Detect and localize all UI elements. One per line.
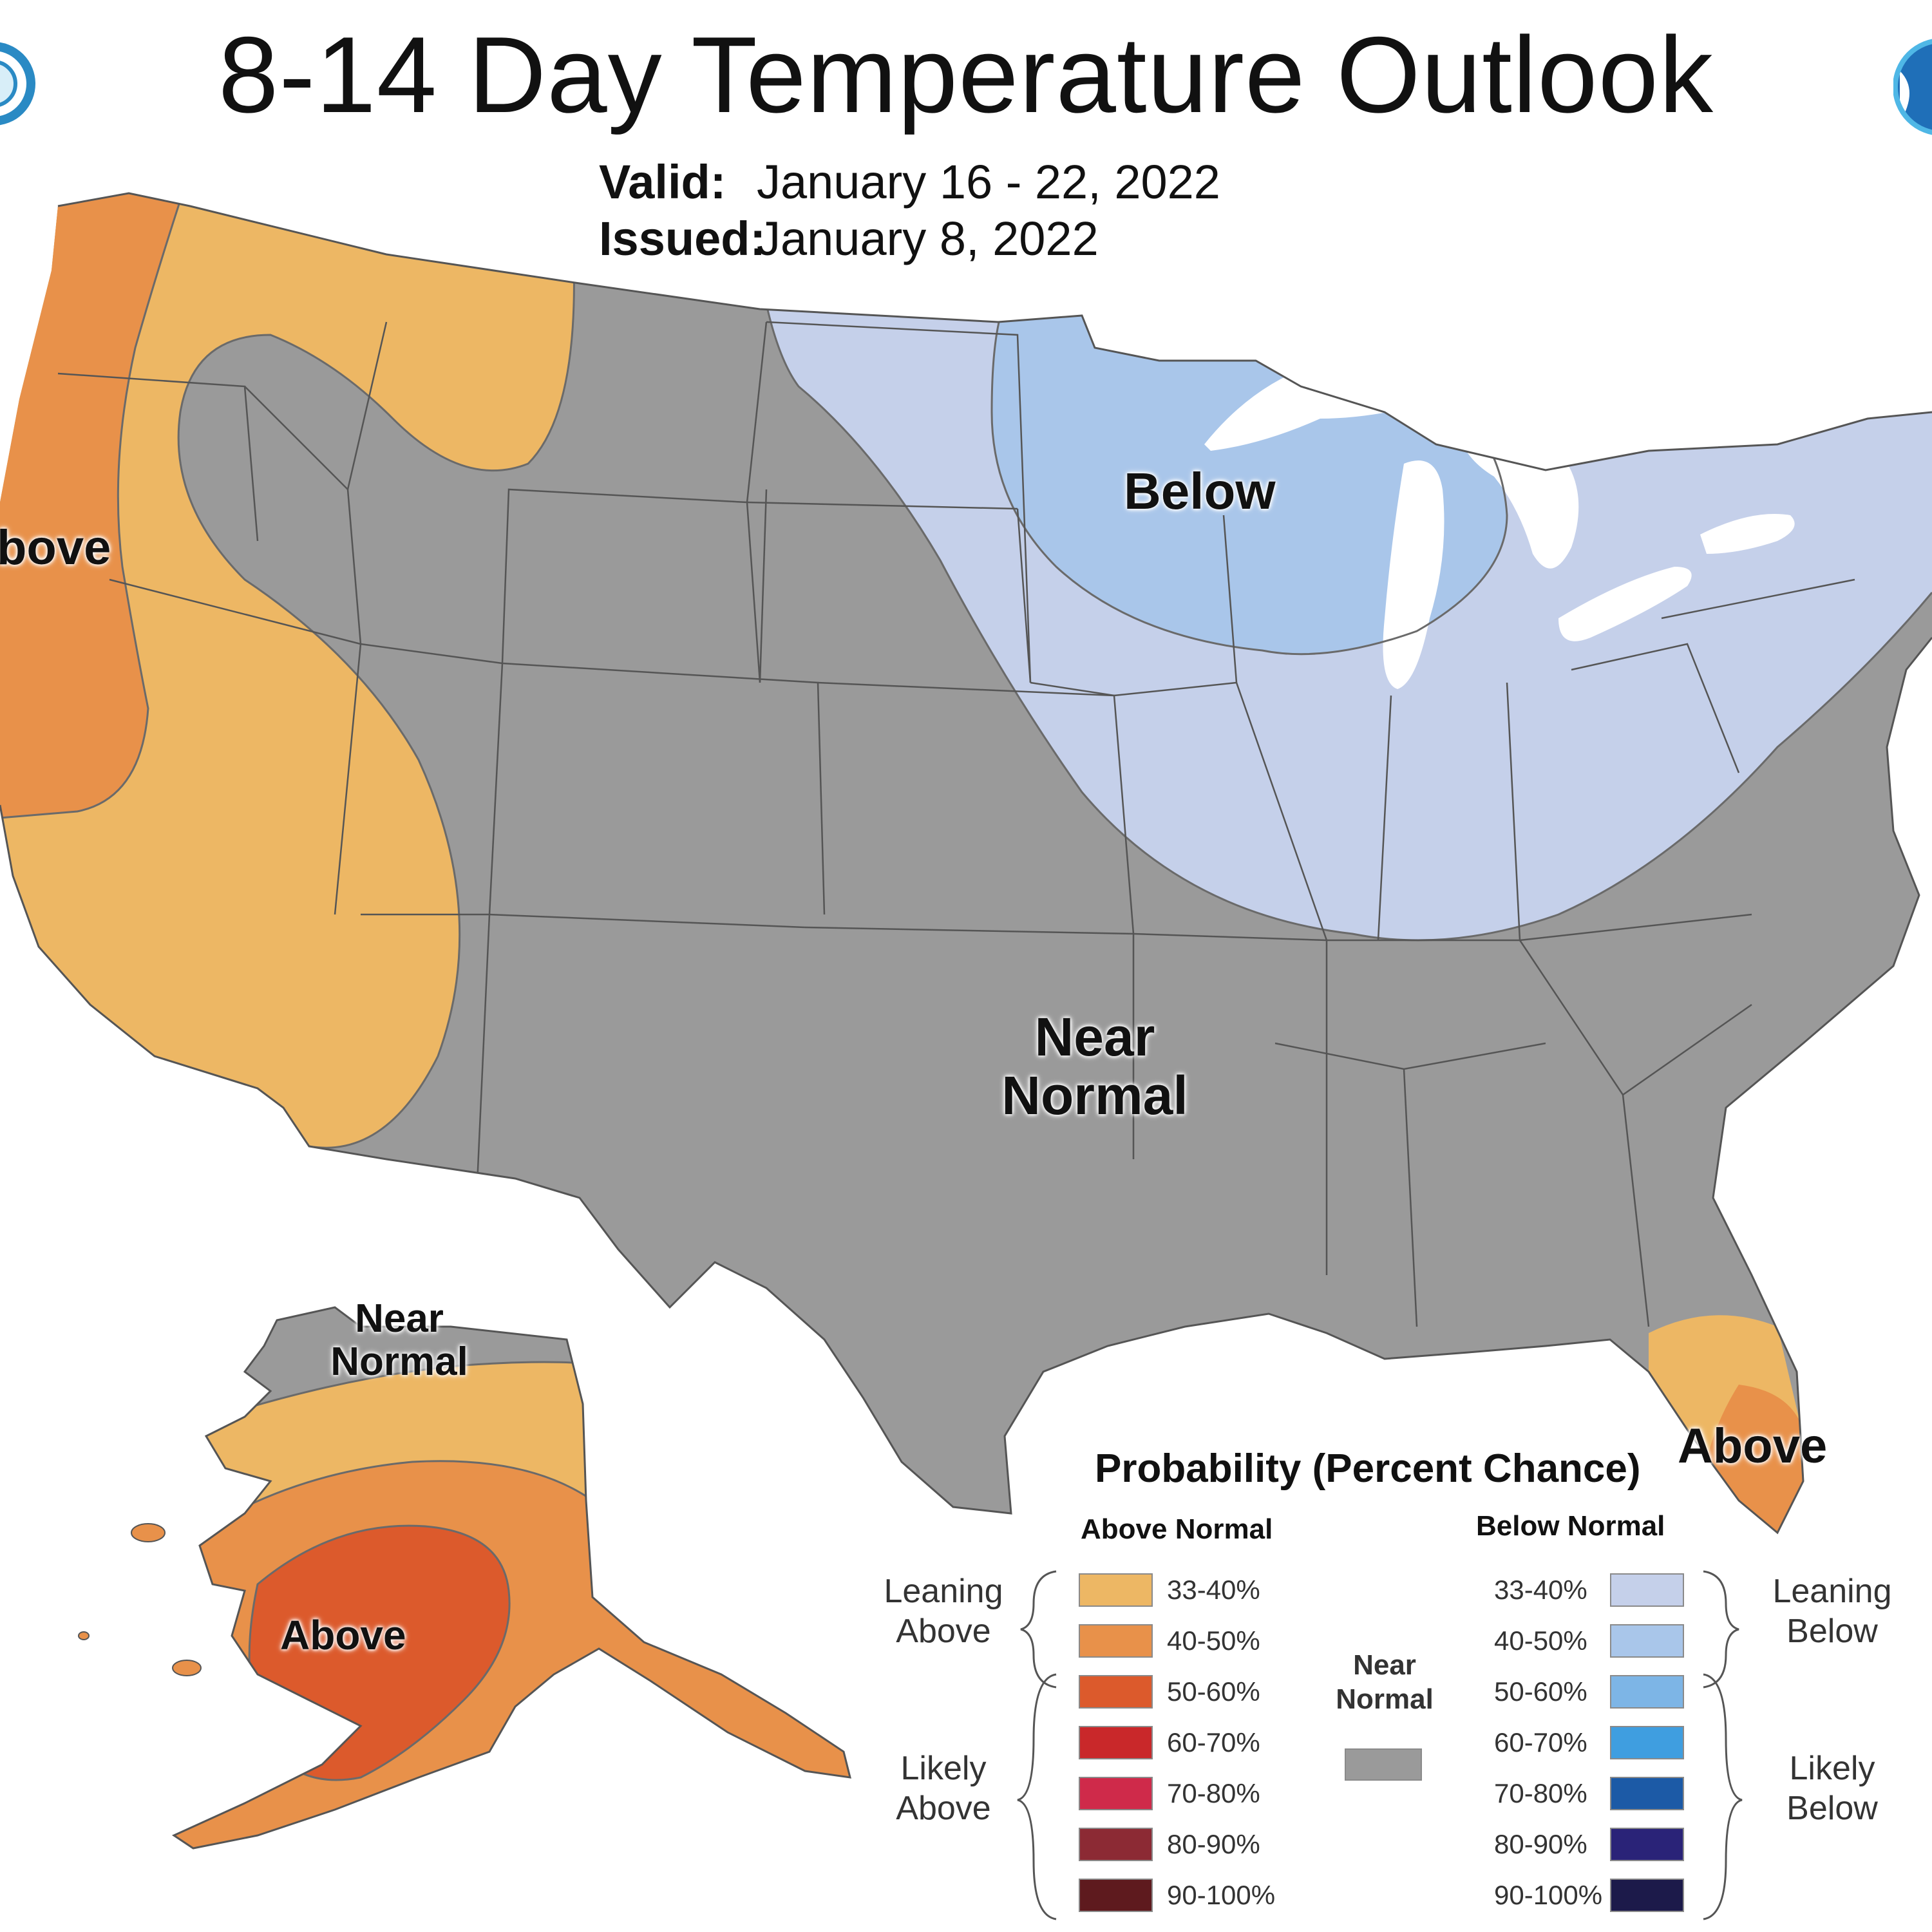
valid-label: Valid: <box>599 155 726 209</box>
legend-likely-below-line2: Below <box>1786 1790 1878 1828</box>
lake-ontario <box>1700 514 1795 554</box>
legend-above-range-label: 90-100% <box>1167 1880 1276 1910</box>
cpc-logo-icon <box>0 42 35 126</box>
legend-above-swatch <box>1079 1777 1153 1810</box>
valid-value: January 16 - 22, 2022 <box>757 155 1220 209</box>
west-above-40-50-area <box>0 193 193 818</box>
legend-below-range-label: 33-40% <box>1494 1575 1587 1605</box>
legend-below-range-label: 60-70% <box>1494 1727 1587 1757</box>
legend-leaning-above-line1: Leaning <box>884 1573 1003 1610</box>
map-label-alaska-above: Above <box>280 1612 406 1658</box>
legend-below-header: Below Normal <box>1476 1510 1665 1542</box>
alaska-islands <box>78 1523 202 1676</box>
legend-above-swatch <box>1079 1675 1153 1709</box>
issued-label: Issued: <box>599 212 766 265</box>
legend-leaning-below-line1: Leaning <box>1772 1573 1892 1610</box>
lake-erie <box>1558 567 1692 641</box>
map-label-near-normal-line2: Normal <box>1001 1065 1188 1126</box>
map-label-near-normal: Near Normal <box>992 1008 1198 1124</box>
legend-title: Probability (Percent Chance) <box>1095 1446 1641 1491</box>
legend-leaning-above: Leaning Above <box>863 1571 1024 1652</box>
legend-likely-above-line2: Above <box>896 1790 991 1828</box>
legend-near-normal-swatch <box>1345 1748 1422 1781</box>
legend-above-range-label: 70-80% <box>1167 1778 1260 1808</box>
alaska-outline <box>171 1306 851 1850</box>
legend-above-swatch <box>1079 1726 1153 1759</box>
legend-near-normal-line2: Normal <box>1336 1683 1434 1715</box>
issued-value: January 8, 2022 <box>757 212 1099 265</box>
conus-outline <box>0 192 1932 1535</box>
map-label-west-above: bove <box>0 520 111 575</box>
state-boundaries <box>57 321 1855 1327</box>
map-label-florida-above: Above <box>1678 1419 1828 1473</box>
noaa-logo-icon <box>1893 39 1932 135</box>
legend-likely-above-line1: Likely <box>900 1750 987 1787</box>
map-label-near-normal-line1: Near <box>1034 1007 1155 1067</box>
map-label-alaska-near-line2: Normal <box>330 1339 468 1384</box>
map-label-below: Below <box>1124 462 1276 520</box>
issued-line: Issued:January 8, 2022 <box>599 211 1099 266</box>
legend-below-range-label: 70-80% <box>1494 1778 1587 1808</box>
legend-below-swatch <box>1610 1777 1684 1810</box>
legend-above-range-label: 50-60% <box>1167 1676 1260 1707</box>
legend-below-range-label: 80-90% <box>1494 1829 1587 1859</box>
legend-above-range-label: 80-90% <box>1167 1829 1260 1859</box>
category-contours <box>0 193 1932 1149</box>
legend-leaning-below-line2: Below <box>1786 1613 1878 1651</box>
legend-above-range-label: 40-50% <box>1167 1625 1260 1656</box>
west-above-33-40-area <box>0 193 574 1148</box>
page-title: 8-14 Day Temperature Outlook <box>218 14 1714 135</box>
legend-below-range-label: 40-50% <box>1494 1625 1587 1656</box>
legend-above-range-label: 33-40% <box>1167 1575 1260 1605</box>
legend-above-header: Above Normal <box>1081 1513 1273 1545</box>
legend-below-swatch <box>1610 1726 1684 1759</box>
legend-below-swatch <box>1610 1675 1684 1709</box>
legend-below-swatch <box>1610 1879 1684 1912</box>
legend-leaning-above-line2: Above <box>896 1613 991 1651</box>
legend-above-swatch <box>1079 1624 1153 1658</box>
map-label-alaska-near-line1: Near <box>355 1296 444 1341</box>
valid-line: Valid: January 16 - 22, 2022 <box>599 155 1220 209</box>
legend-likely-below: Likely Below <box>1752 1748 1913 1829</box>
legend-near-normal: Near Normal <box>1314 1649 1455 1717</box>
legend-below-range-label: 50-60% <box>1494 1676 1587 1707</box>
legend-leaning-below: Leaning Below <box>1752 1571 1913 1652</box>
legend-above-swatch <box>1079 1879 1153 1912</box>
legend-near-normal-line1: Near <box>1353 1649 1416 1681</box>
legend-above-swatch <box>1079 1573 1153 1607</box>
legend-above-range-label: 60-70% <box>1167 1727 1260 1757</box>
legend-likely-below-line1: Likely <box>1789 1750 1875 1787</box>
legend-below-swatch <box>1610 1624 1684 1658</box>
lake-michigan <box>1383 460 1444 689</box>
legend-above-swatch <box>1079 1828 1153 1861</box>
map-label-alaska-near-normal: Near Normal <box>316 1296 483 1384</box>
legend-below-swatch <box>1610 1573 1684 1607</box>
legend-likely-above: Likely Above <box>863 1748 1024 1829</box>
legend-below-swatch <box>1610 1828 1684 1861</box>
legend-below-range-label: 90-100% <box>1494 1880 1603 1910</box>
